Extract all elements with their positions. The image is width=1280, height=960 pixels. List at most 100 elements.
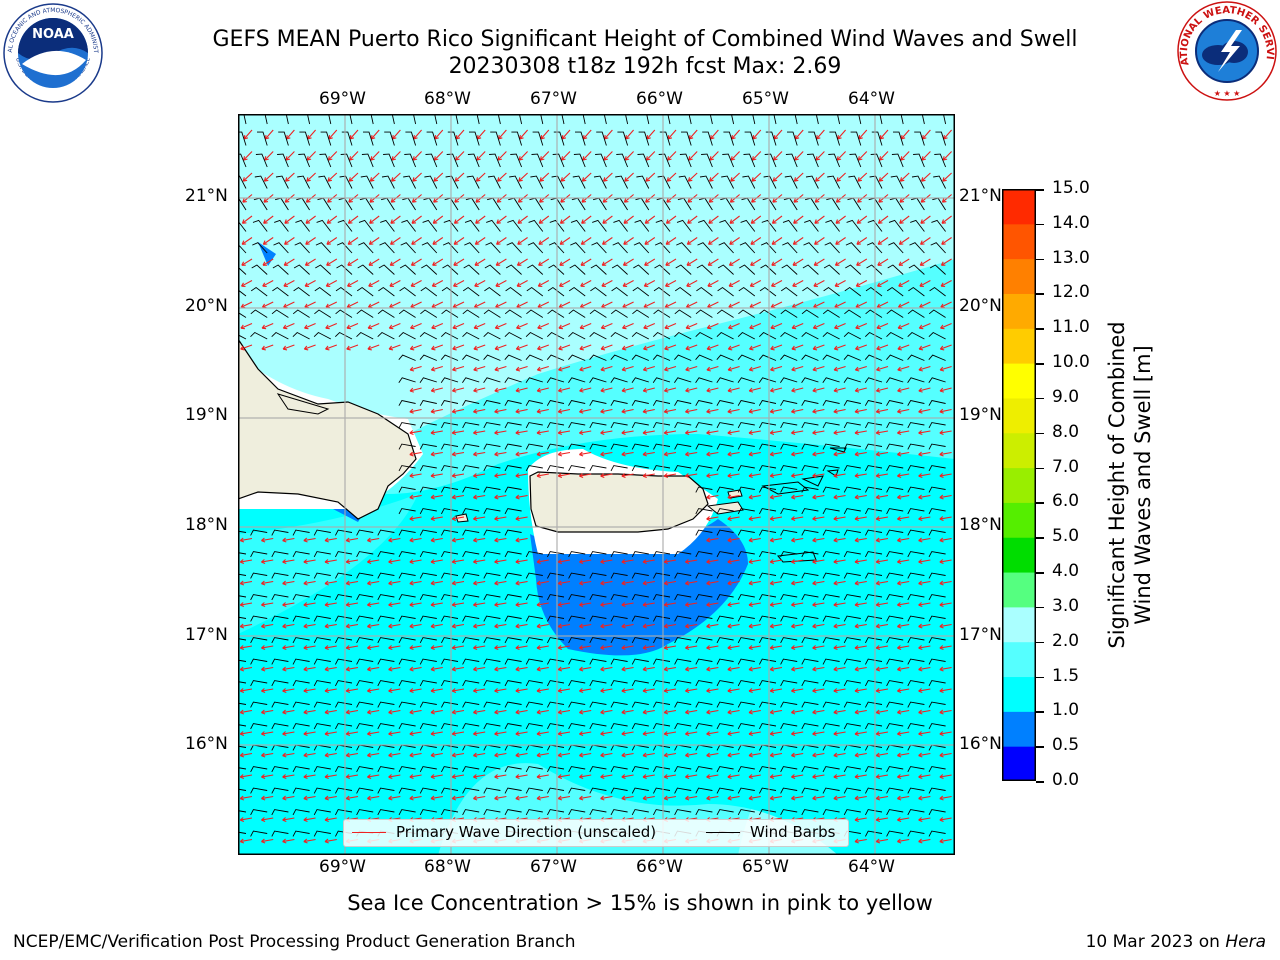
wind-barb [886,443,904,450]
wind-barb [462,637,480,644]
wave-direction-arrow [239,774,253,780]
wind-barb [928,331,946,340]
wind-barb [419,331,438,340]
wind-barb [398,723,416,730]
wind-barb [865,809,883,816]
colorbar-segment [1002,363,1036,399]
colorbar-segment [1002,223,1036,260]
wave-direction-arrow [898,258,910,266]
wind-barb [424,175,438,189]
wind-barb [722,153,735,168]
wind-barb [462,377,480,383]
wave-direction-arrow [388,559,401,565]
wind-barb [866,264,883,275]
wave-direction-arrow [431,322,444,330]
wave-direction-arrow [494,795,507,801]
wind-barb [238,595,247,598]
wind-barb [271,658,289,665]
colorbar-tick [1036,781,1044,783]
wave-direction-arrow [261,838,274,844]
wind-barb [667,114,671,125]
wind-barb [610,809,628,816]
wave-direction-arrow [494,645,507,651]
wave-direction-arrow [875,602,889,608]
wave-direction-arrow [622,322,634,330]
wind-barb [695,377,713,383]
wave-direction-arrow [430,559,443,565]
wind-barb [695,787,713,794]
wind-barb [419,443,437,450]
wave-direction-arrow [686,237,698,245]
wind-barb [398,399,416,406]
wave-direction-arrow [473,559,486,565]
colorbar-tick [1036,467,1044,470]
wave-direction-arrow [369,172,380,182]
wind-barb [238,659,247,662]
wave-direction-arrow [685,473,698,479]
wave-direction-arrow [454,172,465,182]
wind-barb [398,443,416,450]
wind-barb [696,264,713,275]
wind-barb [698,219,713,232]
wave-direction-arrow [345,559,359,565]
wave-direction-arrow [473,408,486,414]
wave-direction-arrow [349,151,359,161]
wave-direction-arrow [706,623,719,629]
wind-barb [716,701,734,708]
wind-barb [400,242,416,254]
wave-direction-arrow [494,451,507,457]
black-line-swatch [706,832,740,833]
wave-direction-arrow [303,602,316,608]
wave-direction-arrow [600,387,613,393]
wind-barb [441,309,459,318]
wave-direction-arrow [283,258,295,266]
wave-direction-arrow [557,731,571,737]
wave-direction-arrow [897,451,910,457]
wave-direction-arrow [791,408,804,414]
wind-barb [490,131,501,146]
wave-direction-arrow [875,451,889,457]
wave-direction-arrow [941,215,952,224]
colorbar-tick [1036,363,1044,365]
wave-direction-arrow [792,258,804,266]
wind-barb [568,354,586,361]
wind-barb [737,615,755,622]
wave-direction-arrow [600,645,613,651]
wave-direction-arrow [515,559,528,565]
wind-barb [822,680,840,687]
wind-barb [610,594,628,601]
wave-direction-arrow [451,752,465,758]
wind-barb [525,615,543,622]
wave-direction-arrow [727,430,740,436]
lat-label-left: 21°N [185,186,228,206]
wave-direction-arrow [262,237,274,245]
wave-direction-arrow [875,473,889,479]
wind-barb [676,219,692,232]
wave-direction-arrow [727,365,740,372]
wind-barb [335,615,353,622]
wind-barb [356,637,374,644]
wave-direction-arrow [430,494,443,500]
wind-barb [525,354,543,361]
wind-barb [886,286,904,297]
wind-barb [928,354,946,361]
wave-direction-arrow [451,731,465,737]
wind-barb [272,286,289,297]
wave-direction-arrow [536,365,549,372]
wave-direction-arrow [494,666,507,672]
wind-barb [462,723,480,730]
wind-barb [483,572,501,579]
wind-barb [654,264,671,275]
wave-direction-arrow [833,430,846,436]
wave-direction-arrow [388,344,401,351]
wave-direction-arrow [367,602,380,608]
wind-barb [548,242,565,254]
wind-barb [568,701,586,708]
wind-barb [589,399,607,406]
wind-barb [653,594,671,601]
wave-direction-arrow [243,151,253,161]
wave-direction-arrow [727,731,740,737]
wave-direction-arrow [430,774,443,780]
wind-barb [759,766,777,773]
wave-direction-arrow [897,344,910,351]
